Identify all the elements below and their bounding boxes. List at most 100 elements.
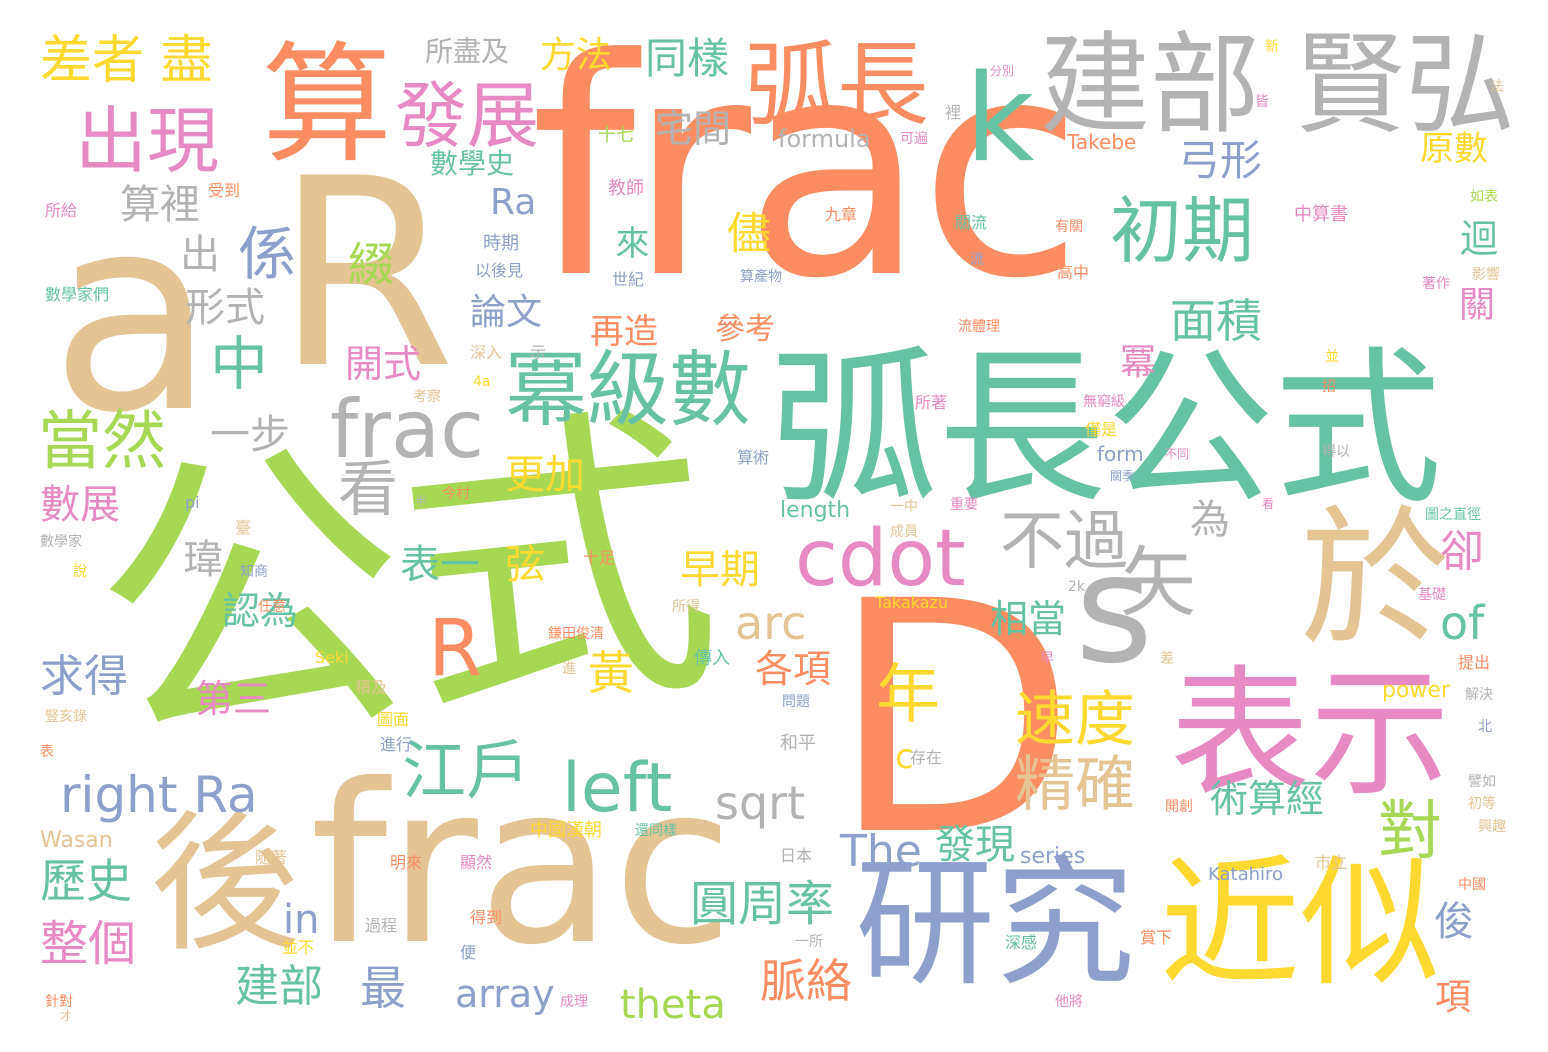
word-research: 研究	[855, 843, 1136, 1006]
word-kamata: 鎌田俊清	[548, 626, 604, 642]
word-context: 脈絡	[760, 954, 852, 1008]
word-riben: 日本	[780, 846, 813, 865]
word-gongxing: 弓形	[1178, 136, 1263, 185]
word-shiji: 世紀	[612, 270, 645, 289]
word-whole: 整個	[40, 916, 137, 972]
word-huang: 黃	[588, 646, 634, 700]
word-R-small: R	[428, 604, 483, 694]
word-speed: 速度	[1015, 685, 1135, 755]
word-arc: arc	[735, 596, 807, 650]
word-katahiro: 賢弘	[1295, 21, 1515, 149]
word-math-history: 數學史	[430, 147, 515, 180]
word-gexiang: 各項	[755, 647, 832, 691]
word-early: 初期	[1110, 189, 1255, 273]
word-fazhan: 發展	[395, 74, 540, 158]
word-formula: formula	[778, 125, 871, 153]
word-yingxiang: 影響	[1472, 267, 1500, 283]
word-xianran: 顯然	[460, 853, 493, 872]
word-tuzhizhijing: 圖之直徑	[1425, 507, 1481, 523]
word-heping: 和平	[780, 733, 816, 754]
word-lai: 來	[609, 225, 649, 259]
word-chuanru: 傳入	[694, 648, 730, 669]
word-suan: 算	[262, 29, 393, 181]
word-kebian: 可遍	[900, 131, 928, 147]
word-yihoujian: 以後見	[475, 261, 524, 280]
word-suanli: 算裡	[120, 182, 200, 228]
word-jin2: 進	[562, 661, 576, 677]
word-form: form	[1097, 442, 1144, 466]
word-lunwen: 論文	[470, 292, 543, 333]
word-hanchao: 中國漢朝	[530, 820, 602, 841]
word-xingshi: 形式	[185, 285, 265, 331]
word-disan: 第三	[195, 677, 272, 721]
word-fa: 法	[1490, 79, 1504, 95]
word-zui: 最	[360, 961, 406, 1015]
word-jinshi: 僅是	[1085, 420, 1118, 439]
word-takebe-small: 建部	[235, 961, 323, 1012]
word-zaoqi: 早期	[680, 547, 760, 593]
word-yizhong: 一中	[890, 499, 918, 515]
word-liu: 流	[970, 252, 984, 268]
word-gaozhong: 高中	[1057, 263, 1090, 282]
word-fangfa: 方法	[540, 35, 613, 76]
word-takebe: 建部	[1040, 21, 1260, 149]
word-2k: 2k	[1068, 579, 1086, 595]
word-shoudao: 受到	[208, 181, 241, 200]
word-shili: 市立	[1315, 853, 1348, 872]
word-mathematicians: 數學家們	[45, 285, 110, 304]
word-series: series	[1020, 844, 1086, 869]
word-zhongsuanshu: 中算書	[1294, 204, 1348, 225]
word-frac-mid: frac	[330, 383, 485, 476]
word-xiangdang: 相當	[990, 597, 1067, 641]
word-shuxuejia: 數學家	[40, 534, 82, 550]
word-tumian: 圖面	[377, 710, 410, 729]
word-shangxia: 賞下	[1140, 928, 1173, 947]
word-shiqi: 時期	[483, 233, 519, 254]
word-tajiang: 他將	[1055, 994, 1083, 1010]
word-jinxing: 進行	[380, 735, 413, 754]
word-mi: 冪	[1120, 342, 1157, 383]
word-shuo: 說	[73, 564, 87, 580]
word-obtain: 求得	[40, 651, 128, 702]
word-yuanshu: 原數	[1420, 129, 1488, 169]
word-k: k	[965, 50, 1035, 189]
word-bei: 北	[1478, 719, 1492, 735]
word-approx: 近似	[1160, 843, 1441, 1006]
word-tai: 臺	[235, 518, 252, 537]
word-power: power	[1382, 678, 1450, 703]
word-4a: 4a	[473, 374, 491, 390]
word-renyi: 任意	[258, 599, 286, 615]
word-gengjia: 更加	[505, 452, 585, 498]
word-hui: 迴	[1460, 217, 1499, 261]
word-shiqi2: 十七	[598, 125, 634, 146]
word-zhaijian: 宅間	[655, 107, 732, 151]
word-zhendui: 針對	[45, 994, 73, 1010]
word-youguan: 有關	[1055, 219, 1083, 235]
word-zhongguo: 中國	[1458, 877, 1486, 893]
word-guanliu: 關流	[955, 213, 988, 232]
word-zaizao: 再造	[590, 312, 658, 352]
word-cankao: 參考	[715, 312, 775, 347]
word-xiang: 項	[1435, 977, 1472, 1018]
word-length: length	[780, 498, 851, 523]
word-theta: theta	[620, 982, 726, 1028]
word-jie: 皆	[1255, 94, 1269, 110]
word-dui: 對	[1378, 795, 1442, 869]
word-jiji: 積及	[355, 678, 388, 697]
word-right-Ra: right Ra	[60, 766, 258, 824]
word-chu: 出	[180, 232, 220, 278]
word-history: 歷史	[40, 854, 132, 908]
word-edo: 江戶	[402, 735, 530, 809]
word-frac-a: frac	[530, 0, 1084, 344]
word-kaocha: 考察	[413, 389, 441, 405]
word-fenbie: 分別	[990, 64, 1015, 78]
word-cunzai: 存在	[910, 748, 943, 767]
word-area: 面積	[1170, 294, 1262, 348]
word-shenru: 深入	[470, 343, 503, 362]
word-zao: 早	[1040, 651, 1054, 667]
word-deyi: 得以	[1322, 444, 1350, 460]
word-rubiao: 如表	[1470, 189, 1498, 205]
word-power-series: 冪級數	[505, 343, 752, 438]
word-buguo: 不過	[1000, 505, 1128, 579]
word-suode: 所得	[672, 599, 700, 615]
